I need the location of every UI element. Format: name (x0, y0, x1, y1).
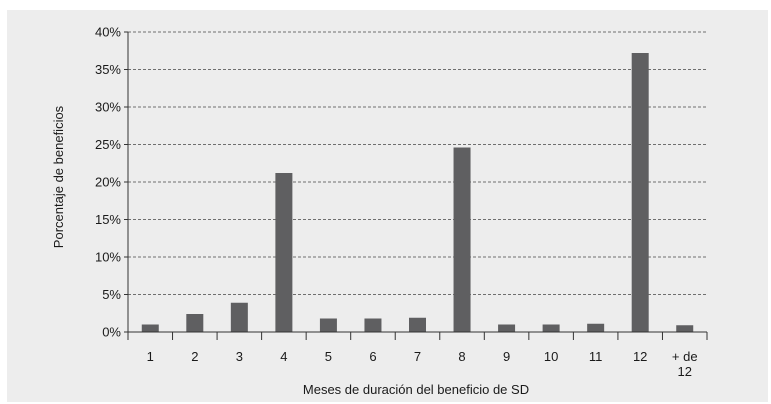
x-tick-label: 12 (677, 364, 691, 379)
bar-6 (364, 318, 382, 332)
bar-7 (409, 317, 426, 332)
bar-1 (141, 324, 159, 332)
y-tick-label: 5% (102, 287, 121, 302)
x-tick-label: 11 (589, 349, 603, 364)
y-tick-label: 35% (95, 62, 121, 77)
y-tick-label: 0% (102, 325, 121, 340)
y-tick-label: 30% (95, 100, 121, 115)
x-tick-label: 1 (147, 349, 154, 364)
x-tick-label: 9 (503, 349, 510, 364)
x-tick-label: 3 (236, 349, 243, 364)
x-tick-label: 10 (544, 349, 558, 364)
bar-9 (498, 324, 516, 332)
bar-12 (631, 53, 649, 332)
bar-11 (587, 323, 605, 332)
y-tick-label: 15% (95, 212, 121, 227)
bar-2 (186, 314, 204, 332)
x-tick-label: + de (672, 349, 698, 364)
y-tick-label: 25% (95, 137, 121, 152)
gridlines (128, 31, 707, 295)
x-axis (127, 32, 707, 333)
bar-10 (542, 324, 560, 332)
x-axis-title: Meses de duración del beneficio de SD (303, 382, 529, 397)
x-tick-label: 7 (414, 349, 421, 364)
y-tick-label: 40% (95, 25, 121, 40)
x-tick-label: 6 (369, 349, 376, 364)
x-tick-label: 2 (191, 349, 198, 364)
bar-3 (230, 302, 248, 332)
y-axis-title: Porcentaje de beneficios (51, 105, 66, 248)
y-axis-ticks: 0% 5% 10% 15% 20% 25% 30% 35% 40% (95, 25, 128, 340)
x-tick-label: 4 (280, 349, 287, 364)
y-tick-label: 10% (95, 250, 121, 265)
x-tick-label: 5 (325, 349, 332, 364)
y-tick-label: 20% (95, 175, 121, 190)
bars (141, 53, 694, 332)
bar-4 (275, 173, 293, 332)
x-tick-label: 12 (633, 349, 647, 364)
bar-+-de-12 (676, 325, 694, 332)
x-tick-label: 8 (458, 349, 465, 364)
bar-8 (453, 147, 471, 332)
bar-5 (319, 318, 337, 332)
